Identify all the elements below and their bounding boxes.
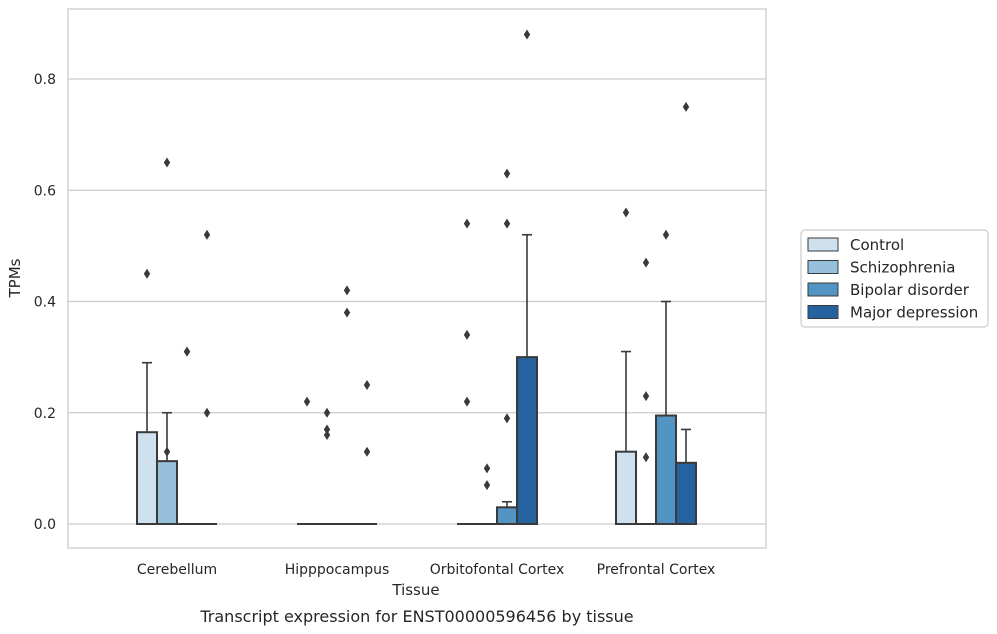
bar [156, 460, 178, 525]
bar [136, 431, 158, 525]
legend-swatch [807, 260, 839, 274]
outlier-point [642, 257, 650, 268]
y-tick-labels: 0.0 0.2 0.4 0.6 0.8 [34, 72, 56, 533]
outlier-point [682, 101, 690, 112]
outlier-point [463, 218, 471, 229]
outlier-point [363, 379, 371, 390]
legend-label: Control [850, 236, 904, 254]
y-tick-label: 0.6 [34, 183, 56, 199]
outlier-point [343, 307, 351, 318]
bar [516, 356, 538, 525]
bar [615, 450, 637, 525]
x-tick-label: Orbitofontal Cortex [430, 562, 565, 578]
legend-label: Schizophrenia [850, 259, 955, 277]
outlier-point [463, 329, 471, 340]
legend-swatch [807, 237, 839, 252]
legend-label: Major depression [850, 304, 978, 322]
whiskers [142, 233, 691, 508]
outlier-point [323, 430, 331, 440]
outlier-point [642, 452, 650, 463]
outlier-point [662, 229, 670, 240]
x-tick-label: Cerebellum [137, 562, 217, 578]
y-tick-label: 0.2 [34, 406, 56, 422]
outlier-point [363, 446, 371, 457]
legend: Control Schizophrenia Bipolar disorder Majo… [800, 229, 989, 328]
outlier-point [483, 463, 491, 474]
y-tick-label: 0.0 [34, 517, 56, 533]
legend-swatch [807, 282, 839, 297]
legend-swatch [807, 305, 839, 319]
outlier-point [323, 424, 331, 435]
outlier-point [163, 157, 171, 168]
x-tick-label: Hipppocampus [285, 562, 390, 578]
outlier-point [323, 407, 331, 418]
outlier-point [343, 285, 351, 296]
outlier-point [203, 407, 211, 418]
outlier-point [303, 396, 311, 407]
figure-caption: Transcript expression for ENST0000059645… [199, 607, 633, 626]
x-tick-label: Prefrontal Cortex [597, 562, 716, 578]
outlier-point [143, 268, 151, 279]
x-axis-title: Tissue [391, 581, 439, 599]
legend-frame [800, 229, 989, 328]
y-tick-label: 0.4 [34, 295, 56, 311]
outlier-point [463, 396, 471, 407]
bar [496, 506, 518, 525]
y-tick-label: 0.8 [34, 72, 56, 88]
outlier-point [483, 480, 491, 491]
bars [136, 356, 697, 525]
bar [655, 414, 677, 525]
outlier-point [642, 391, 650, 402]
y-axis-title: TPMs [6, 258, 24, 298]
outlier-point [523, 29, 531, 40]
outlier-point [503, 168, 511, 179]
plot-frame [67, 8, 767, 549]
outlier-point [163, 446, 171, 457]
outlier-point [203, 229, 211, 240]
outlier-point [183, 346, 191, 357]
outliers [143, 29, 690, 491]
bar [675, 461, 697, 525]
legend-label: Bipolar disorder [850, 281, 970, 299]
x-tick-labels: Cerebellum Hipppocampus Orbitofontal Corte… [137, 562, 715, 578]
outlier-point [622, 207, 630, 218]
outlier-point [503, 413, 511, 424]
outlier-point [503, 218, 511, 229]
